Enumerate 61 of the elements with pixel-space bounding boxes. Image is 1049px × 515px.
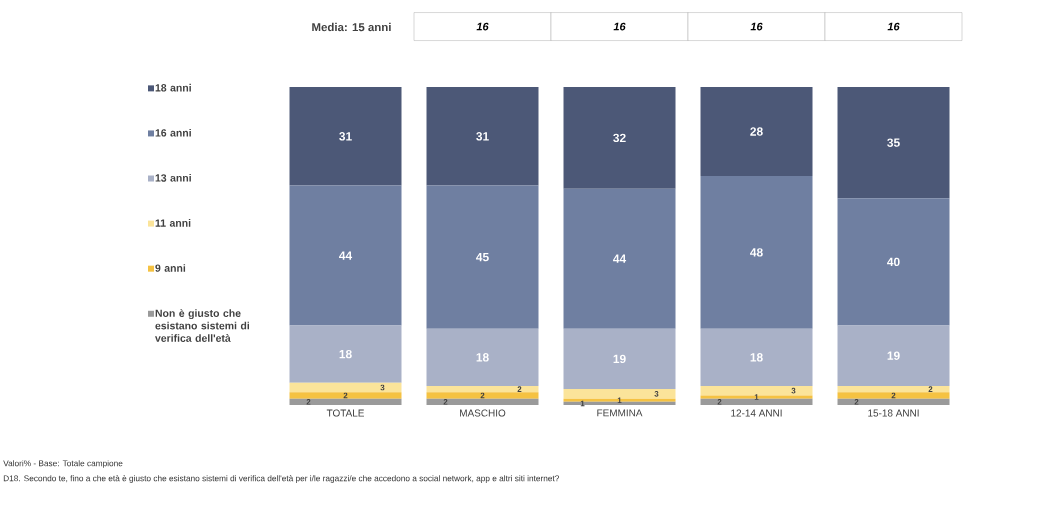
- data-label: 18: [750, 353, 763, 362]
- bar: [700, 395, 813, 399]
- bar: [837, 198, 950, 326]
- text: 16: [613, 22, 626, 31]
- data-label: 31: [476, 132, 489, 141]
- bar: [837, 325, 950, 386]
- legend-label: Non è giusto che esistano sistemi di verifica dell'età: [155, 309, 250, 342]
- bar: [563, 188, 676, 329]
- x-tick-label: FEMMINA: [597, 409, 643, 417]
- data-label: 19: [887, 351, 900, 360]
- text: D18. Secondo te, fino a che età è giusto che esistano sistemi di verifica dell'età per i/le ragazzi/e che accedono a social network, app e altri siti internet?: [3, 475, 560, 483]
- bar: [837, 392, 950, 399]
- text: Media: 15 anni: [312, 22, 391, 32]
- data-label: 35: [887, 138, 900, 147]
- bar: [700, 398, 813, 405]
- text: 16: [476, 22, 489, 31]
- bar: [700, 87, 813, 177]
- bar: [426, 328, 539, 386]
- bar: [289, 87, 402, 186]
- x-tick-label: 12-14 ANNI: [731, 409, 782, 417]
- bar: [289, 325, 402, 383]
- bar: [563, 389, 676, 399]
- data-label: 44: [613, 254, 627, 263]
- x-tick-label: 15-18 ANNI: [868, 409, 919, 417]
- bar: [700, 176, 813, 329]
- data-label: 28: [750, 127, 763, 136]
- bar: [837, 398, 950, 405]
- bar: [426, 398, 539, 405]
- legend-label: 11 anni: [155, 219, 191, 227]
- bar: [289, 392, 402, 399]
- x-tick-label: TOTALE: [326, 409, 364, 417]
- legend-label: 9 anni: [155, 264, 186, 272]
- bar: [837, 385, 950, 393]
- data-label: 48: [750, 248, 763, 257]
- text: 16: [887, 22, 900, 31]
- bar: [426, 392, 539, 399]
- bar: [700, 385, 813, 396]
- bar: [426, 385, 539, 393]
- legend-label: 16 anni: [155, 128, 191, 137]
- bar: [426, 87, 539, 186]
- legend-label: 18 anni: [155, 83, 191, 92]
- data-label: 18: [339, 349, 352, 359]
- text: 16: [750, 22, 763, 31]
- bar: [837, 87, 950, 199]
- data-label: 19: [613, 354, 626, 364]
- bar: [289, 185, 402, 326]
- text: Valori% - Base: Totale campione: [3, 460, 123, 468]
- data-label: 31: [339, 132, 352, 141]
- bar: [563, 87, 676, 189]
- data-label: 40: [887, 257, 900, 267]
- bar: [289, 382, 402, 393]
- legend-label: 13 anni: [155, 173, 191, 182]
- x-tick-label: MASCHIO: [460, 409, 506, 417]
- bar: [426, 185, 539, 329]
- bar: [700, 328, 813, 386]
- data-label: 44: [339, 251, 353, 260]
- data-label: 45: [476, 252, 489, 262]
- data-label: 18: [476, 353, 489, 362]
- bar: [563, 328, 676, 390]
- bar: [289, 398, 402, 405]
- data-label: 32: [613, 133, 626, 143]
